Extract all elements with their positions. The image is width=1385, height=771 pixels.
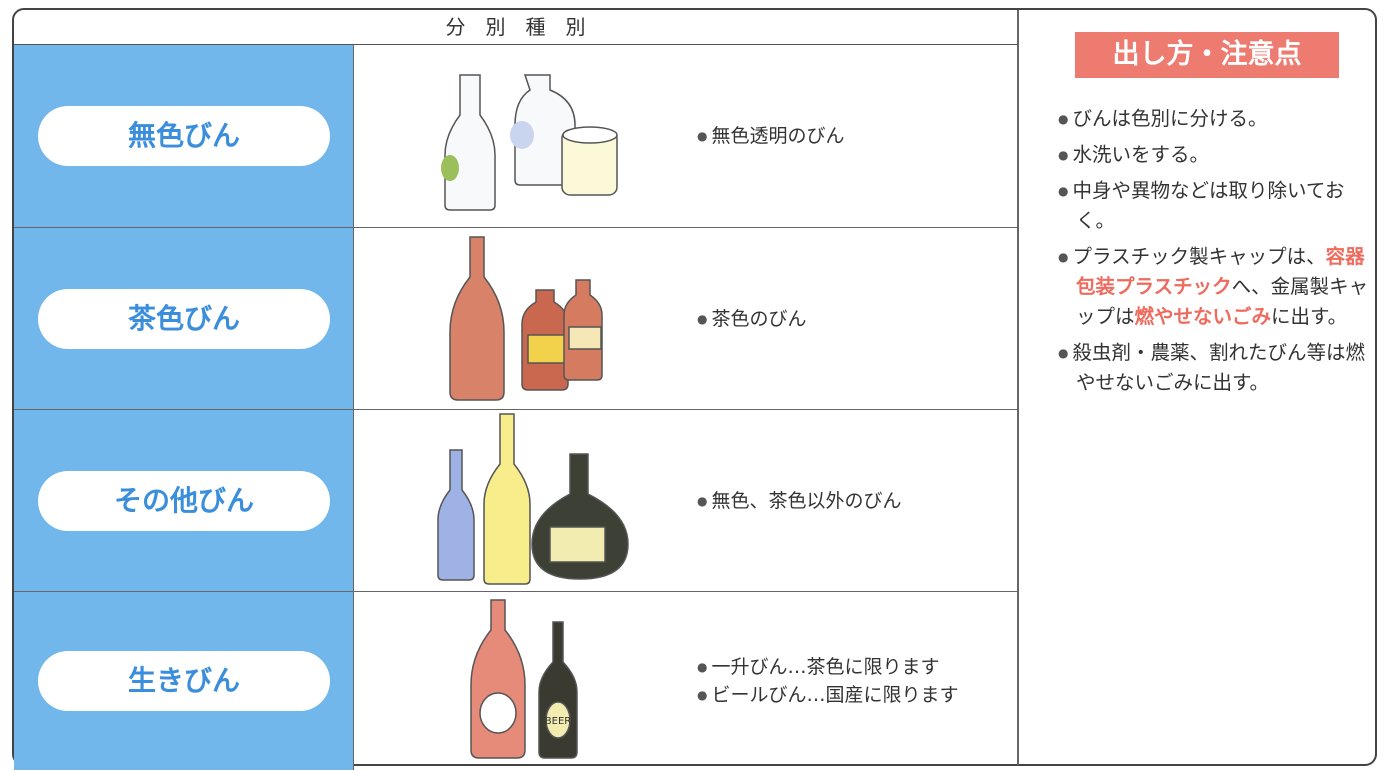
highlight-text: 燃やせないごみ [1134,305,1272,328]
label-cell: その他びん [14,410,354,591]
guide-item: 殺虫剤・農薬、割れたびん等は燃やせないごみに出す。 [1058,338,1373,398]
guide-item: びんは色別に分ける。 [1058,104,1373,134]
text: 殺虫剤・農薬、割れたびん等は燃やせないごみに出す。 [1072,341,1365,394]
category-label: 茶色びん [38,288,330,349]
table-row: 生きびん 一升びん…茶色に限りますビールびん…国産に限ります [14,592,1017,770]
label-cell: 茶色びん [14,228,354,409]
table-row: 無色びん 無色透明のびん [14,45,1017,228]
guide-item: 水洗いをする。 [1058,140,1373,170]
label-cell: 無色びん [14,45,354,227]
note: 無色、茶色以外のびん [697,487,901,515]
text: 中身や異物などは取り除いておく。 [1072,179,1345,232]
note: 一升びん…茶色に限ります [697,653,959,681]
divider [1017,10,1019,765]
text: プラスチック製キャップは、 [1072,245,1326,268]
returnable-bottles: BEER [470,599,578,759]
other-bottles [437,413,629,585]
guide-list: びんは色別に分ける。水洗いをする。中身や異物などは取り除いておく。プラスチック製… [1058,104,1373,404]
notes: 一升びん…茶色に限りますビールびん…国産に限ります [697,653,959,709]
text: へ、金属製キャップは [1076,275,1369,328]
bottle-label: BEER [545,716,571,727]
notes: 茶色のびん [697,305,806,333]
text: 水洗いをする。 [1072,143,1209,166]
category-label: その他びん [38,470,330,531]
brown-bottles [449,236,603,401]
clear-bottles [441,74,618,211]
table-row: その他びん 無色、茶色以外のびん [14,410,1017,592]
notes: 無色、茶色以外のびん [697,487,901,515]
note: ビールびん…国産に限ります [697,681,958,709]
guide-item: プラスチック製キャップは、容器包装プラスチックへ、金属製キャップは燃やせないごみ… [1058,242,1373,332]
text: びんは色別に分ける。 [1072,107,1268,130]
category-label: 生きびん [38,651,330,711]
notes: 無色透明のびん [697,122,844,150]
note: 茶色のびん [697,305,806,333]
guide-item: 中身や異物などは取り除いておく。 [1058,176,1373,236]
text: に出す。 [1271,305,1348,328]
highlight-text: 容器包装プラスチック [1076,245,1365,298]
label-cell: 生きびん [14,592,354,770]
frame [12,8,1377,766]
category-label: 無色びん [38,106,330,166]
table-row: 茶色びん 茶色のびん [14,228,1017,410]
table-header: 分 別 種 別 [14,10,1017,45]
note: 無色透明のびん [697,122,844,150]
guide-title: 出し方・注意点 [1075,32,1339,78]
